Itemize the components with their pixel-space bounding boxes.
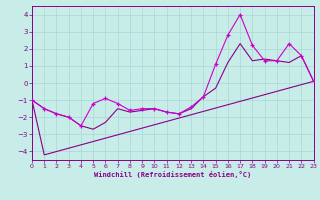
X-axis label: Windchill (Refroidissement éolien,°C): Windchill (Refroidissement éolien,°C) bbox=[94, 171, 252, 178]
